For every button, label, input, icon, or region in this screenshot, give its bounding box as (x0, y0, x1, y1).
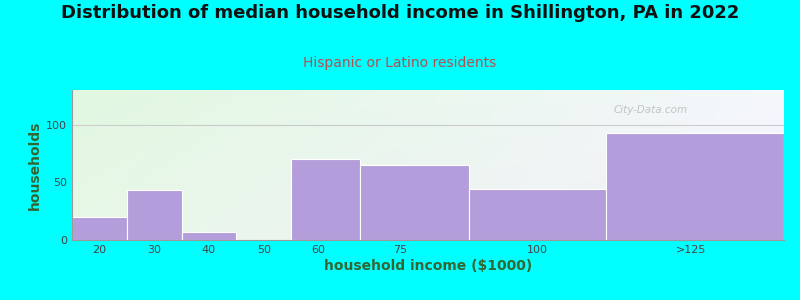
Bar (182, 232, 236, 240)
Y-axis label: households: households (28, 120, 42, 210)
Bar (126, 190, 182, 240)
Bar (72, 217, 126, 240)
Bar (606, 133, 784, 240)
Text: City-Data.com: City-Data.com (613, 105, 687, 115)
Bar (469, 189, 606, 240)
Bar (359, 165, 469, 240)
Text: Hispanic or Latino residents: Hispanic or Latino residents (303, 56, 497, 70)
Text: Distribution of median household income in Shillington, PA in 2022: Distribution of median household income … (61, 4, 739, 22)
Bar (291, 159, 359, 240)
X-axis label: household income ($1000): household income ($1000) (324, 259, 532, 273)
